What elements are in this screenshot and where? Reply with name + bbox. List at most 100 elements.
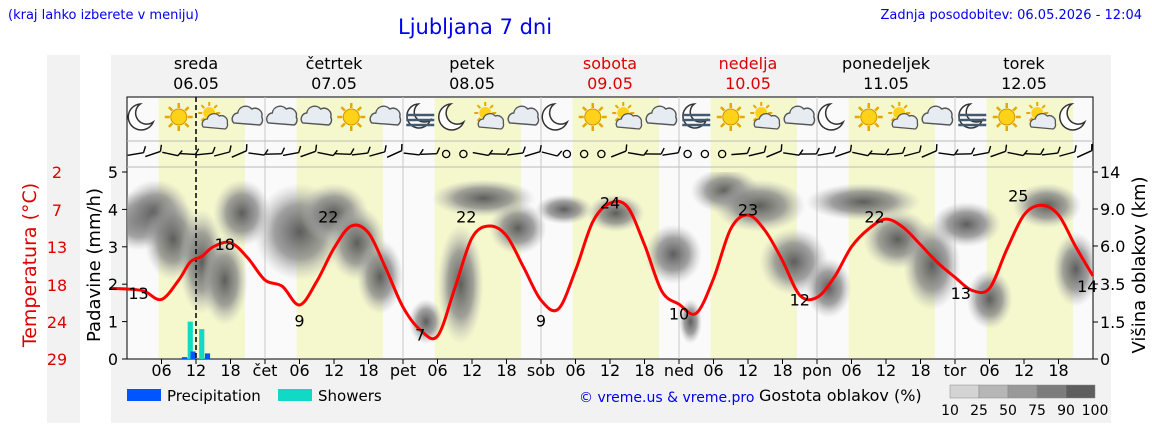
- wind-flag: [746, 146, 751, 154]
- sun-disc: [860, 108, 878, 126]
- wind-line: [420, 152, 437, 156]
- wind-line: [248, 152, 265, 156]
- x-tick-label: 18: [1048, 361, 1068, 380]
- temperature-label: 10: [669, 305, 689, 324]
- cloud-shape: [477, 113, 505, 130]
- wind-barb: [990, 144, 1008, 158]
- wind-flag: [211, 146, 216, 154]
- cloud-density-blob: [408, 299, 444, 345]
- sun-ray: [356, 106, 363, 112]
- sun-disc: [584, 108, 602, 126]
- x-tick-label: 18: [496, 361, 516, 380]
- wind-flag: [988, 145, 992, 153]
- wind-line: [145, 150, 161, 158]
- x-tick-label: ned: [664, 361, 694, 380]
- cloud-icon: [783, 105, 816, 126]
- sun-ray: [752, 117, 758, 122]
- wind-shaft: [472, 149, 494, 157]
- x-tick-label: sob: [527, 361, 555, 380]
- temperature-label: 13: [951, 284, 971, 303]
- right-axis-title: Višina oblakov (km): [1129, 176, 1150, 353]
- day-date: 12.05: [1001, 74, 1047, 93]
- x-tick-label: 12: [738, 361, 758, 380]
- cloud-density-blob: [805, 258, 852, 318]
- calm-circle: [579, 149, 589, 159]
- wind-barb: [196, 146, 216, 156]
- sun-ray: [184, 106, 190, 112]
- left-axis-tick-label: 3: [108, 238, 118, 257]
- wind-line: [972, 151, 989, 157]
- wind-flag: [625, 144, 628, 152]
- temperature-label: 12: [790, 291, 810, 310]
- wind-barb: [938, 149, 959, 156]
- temperature-label: 9: [536, 312, 546, 331]
- legend-showers-swatch: [278, 389, 312, 401]
- sun-icon: [854, 103, 883, 131]
- cloud-density-blob: [437, 224, 484, 345]
- wind-barb: [524, 145, 542, 157]
- wind-barb: [955, 147, 976, 155]
- wind-line: [869, 152, 886, 156]
- sun-ray: [167, 106, 174, 112]
- sun-disc: [998, 108, 1016, 126]
- day-name: četrtek: [306, 54, 364, 73]
- cloud-shape: [615, 113, 643, 130]
- sun-icon: [164, 103, 193, 131]
- wind-line: [748, 151, 765, 157]
- cloud-icon: [645, 105, 678, 126]
- x-tick-label: 12: [462, 361, 482, 380]
- sun-ray: [719, 106, 726, 112]
- sun-ray: [890, 104, 896, 109]
- cloud-shape: [921, 105, 954, 126]
- x-tick-label: 18: [220, 361, 240, 380]
- wind-shaft: [886, 146, 906, 156]
- wind-shaft: [1041, 146, 1061, 156]
- wind-shaft: [748, 145, 767, 157]
- precipitation-bar: [190, 351, 196, 359]
- sun-ray: [340, 106, 346, 112]
- wind-barb: [213, 145, 232, 157]
- wind-line: [351, 152, 368, 156]
- day-name: torek: [1003, 54, 1045, 73]
- right-axis-tick-label: 14: [1100, 163, 1120, 182]
- calm-circle: [683, 149, 692, 159]
- sun-ray: [752, 104, 758, 109]
- calm-circle: [717, 149, 727, 159]
- sun-ray: [765, 104, 770, 109]
- left-axis-tick-label: 0: [108, 350, 118, 369]
- wind-barb: [145, 144, 163, 158]
- wind-shaft: [783, 149, 804, 156]
- sun-ray: [356, 122, 363, 128]
- wind-flag: [643, 149, 649, 156]
- wind-line: [472, 151, 489, 157]
- wind-shaft: [334, 148, 355, 156]
- cloud-density-scale-label: 10: [941, 403, 959, 419]
- sun-ray: [1041, 104, 1046, 109]
- sun-ray: [1028, 117, 1034, 122]
- wind-shaft: [972, 145, 992, 157]
- x-tick-label: 12: [186, 361, 206, 380]
- wind-shaft: [662, 146, 682, 156]
- sun-ray: [1028, 104, 1034, 109]
- wind-flag: [1074, 145, 1077, 152]
- wind-flag: [1040, 148, 1045, 155]
- cloud-density-blob: [535, 194, 593, 225]
- cloud-shape: [783, 105, 816, 126]
- temperature-label: 22: [456, 207, 476, 226]
- temperature-axis-tick-label: 2: [52, 163, 62, 182]
- temperature-label: 14: [1077, 277, 1097, 296]
- wind-line: [386, 150, 402, 158]
- wind-line: [1076, 150, 1092, 158]
- sun-ray: [476, 104, 482, 109]
- x-tick-label: 18: [772, 361, 792, 380]
- cloud-density-swatch: [1065, 384, 1096, 399]
- wind-shaft: [1024, 148, 1045, 156]
- wind-line: [1024, 152, 1041, 156]
- day-date: 07.05: [311, 74, 357, 93]
- wind-shaft: [351, 146, 371, 156]
- wind-line: [334, 152, 351, 156]
- temperature-line: [109, 199, 1095, 341]
- wind-shaft: [317, 149, 338, 157]
- temperature-label: 7: [415, 325, 425, 344]
